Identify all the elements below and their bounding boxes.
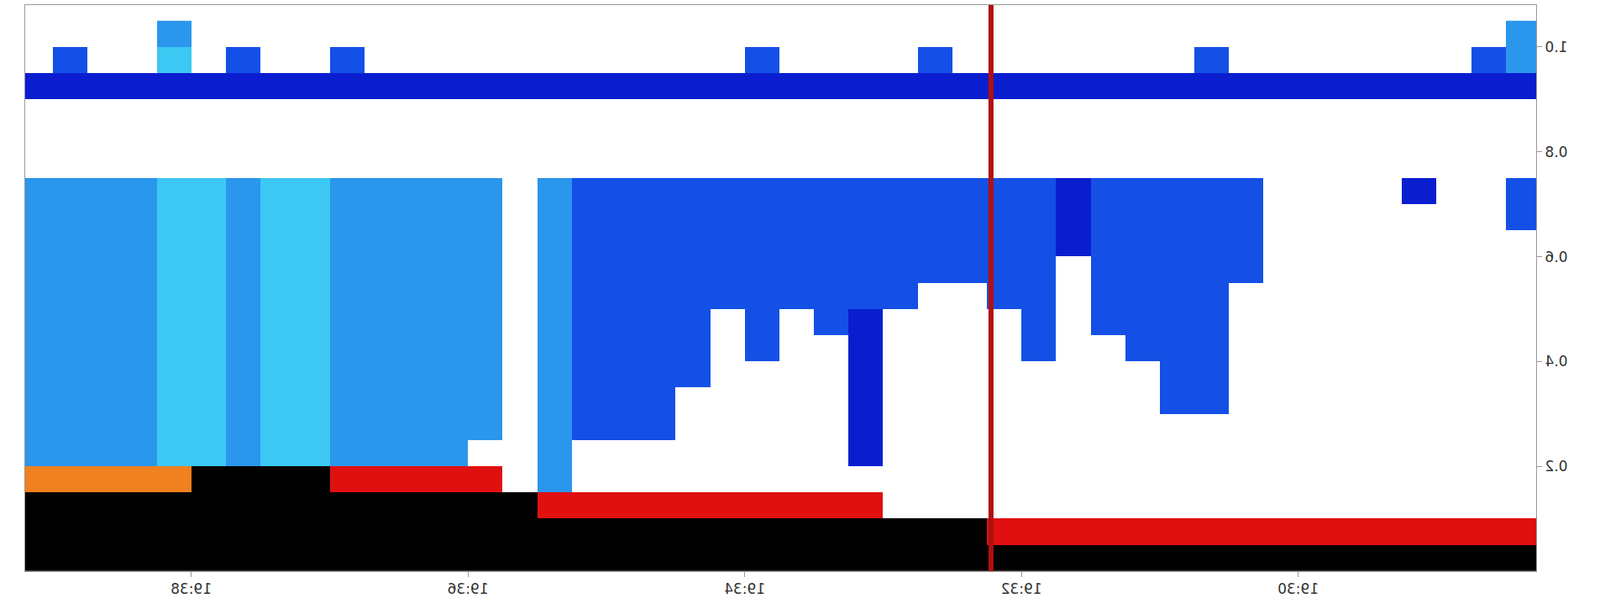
svg-text:0.6: 0.6: [1544, 248, 1568, 266]
svg-text:19:34: 19:34: [723, 580, 766, 598]
svg-text:19:30: 19:30: [1277, 580, 1319, 598]
svg-text:19:32: 19:32: [1001, 580, 1043, 598]
svg-text:0.8: 0.8: [1544, 143, 1568, 161]
svg-text:19:36: 19:36: [447, 580, 489, 598]
svg-text:19:38: 19:38: [170, 580, 212, 598]
svg-text:0.4: 0.4: [1544, 352, 1568, 370]
svg-text:0.2: 0.2: [1544, 457, 1568, 475]
svg-text:1.0: 1.0: [1544, 38, 1568, 56]
